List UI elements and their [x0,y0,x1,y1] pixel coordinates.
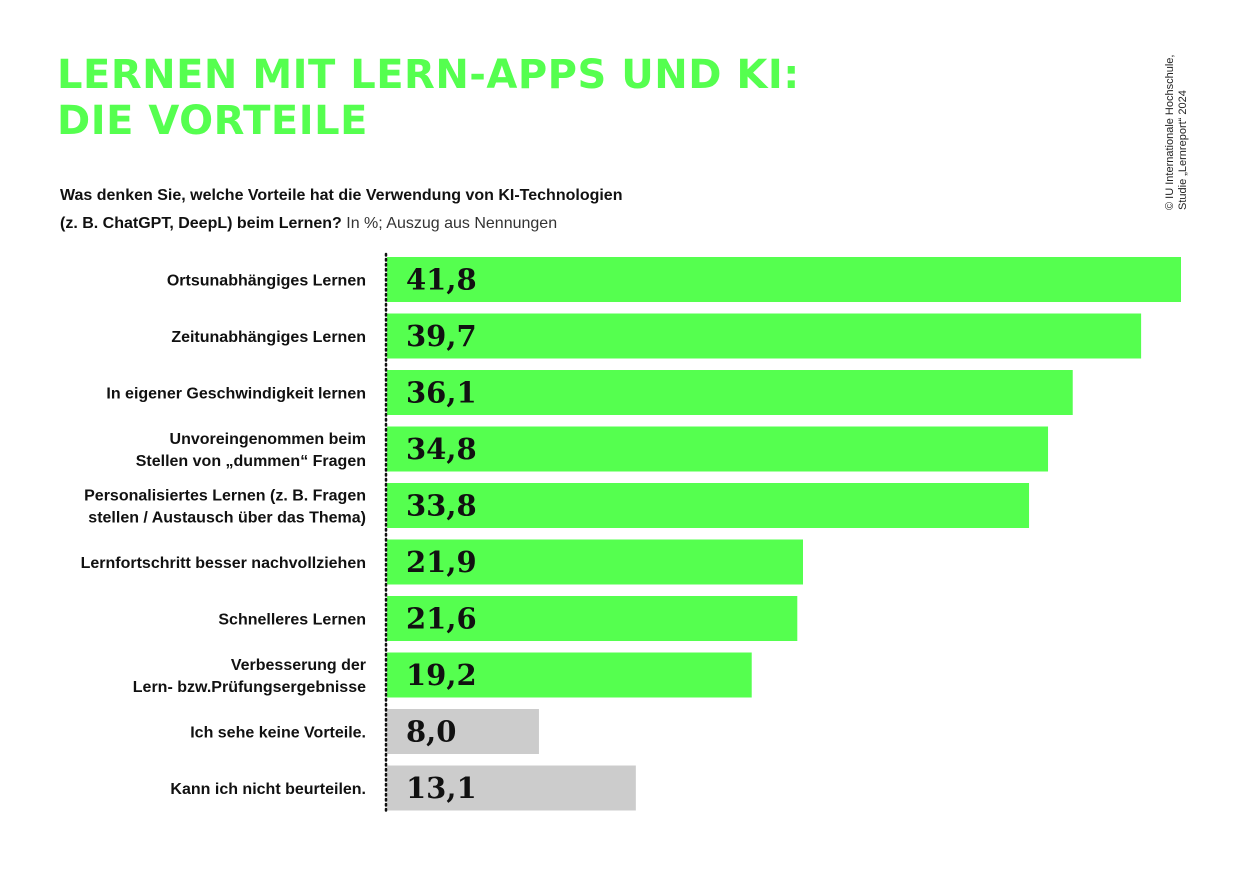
bar [387,709,539,754]
bar [387,765,636,811]
bar-group: 21,6 Schnelleres Lernen [218,596,798,641]
chart-title-line-1: LERNEN MIT LERN-APPS UND KI: [57,52,800,98]
bar-group: 36,1 In eigener Geschwindigkeit lernen [106,370,1073,415]
bar-value-label: 33,8 [406,489,477,523]
category-label: Ich sehe keine Vorteile. [190,725,366,742]
bar-group: 33,8 Personalisiertes Lernen (z. B. Frage… [84,483,1030,528]
category-label: In eigener Geschwindigkeit lernen [106,386,366,403]
bar-group: 34,8 Unvoreingenommen beim Stellen von „du… [136,426,1049,472]
question-note: In %; Auszug aus Nennungen [346,215,558,232]
bar-value-label: 19,2 [406,658,477,692]
bar [387,483,1030,528]
bar [387,539,803,585]
bar-value-label: 21,6 [406,602,477,636]
category-label: Kann ich nicht beurteilen. [170,781,366,798]
category-label: Ortsunabhängiges Lernen [167,273,366,290]
chart-title: LERNEN MIT LERN-APPS UND KI: DIE VORTEIL… [57,52,800,144]
bar [387,426,1049,472]
category-label: Unvoreingenommen beim [170,431,366,448]
bar-group: 21,9 Lernfortschritt besser nachvollziehe… [81,539,803,585]
bar-value-label: 13,1 [406,771,477,805]
bar-group: 41,8 Ortsunabhängiges Lernen [167,257,1181,302]
bar-value-label: 34,8 [406,432,477,466]
category-label: Lernfortschritt besser nachvollziehen [81,555,366,572]
bar-group: 13,1 Kann ich nicht beurteilen. [170,765,636,811]
bar-value-label: 8,0 [406,715,456,749]
category-label: Personalisiertes Lernen (z. B. Fragen [84,488,366,505]
bar-value-label: 41,8 [406,263,477,297]
category-label: Zeitunabhängiges Lernen [171,329,366,346]
category-label: Schnelleres Lernen [218,612,366,629]
question-line-2: (z. B. ChatGPT, DeepL) beim Lernen? [60,215,342,232]
question-line-1: Was denken Sie, welche Vorteile hat die … [60,187,623,204]
category-label: Lern- bzw.Prüfungsergebnisse [133,679,366,696]
bar-value-label: 21,9 [406,545,477,579]
bar-value-label: 36,1 [406,376,477,410]
chart-title-line-2: DIE VORTEILE [57,98,368,144]
category-label: stellen / Austausch über das Thema) [88,510,366,527]
bar-group: 19,2 Verbesserung der Lern- bzw.Prüfungser… [133,652,752,698]
category-label: Verbesserung der [231,657,366,674]
bar-value-label: 39,7 [406,319,477,353]
category-label: Stellen von „dummen“ Fragen [136,453,366,470]
chart-question: Was denken Sie, welche Vorteile hat die … [60,182,622,238]
bar [387,313,1142,359]
bar [387,370,1073,415]
bar-group: 8,0 Ich sehe keine Vorteile. [190,709,539,754]
bar [387,596,798,641]
bar [387,257,1181,302]
bar-group: 39,7 Zeitunabhängiges Lernen [171,313,1142,359]
bar [387,652,752,698]
